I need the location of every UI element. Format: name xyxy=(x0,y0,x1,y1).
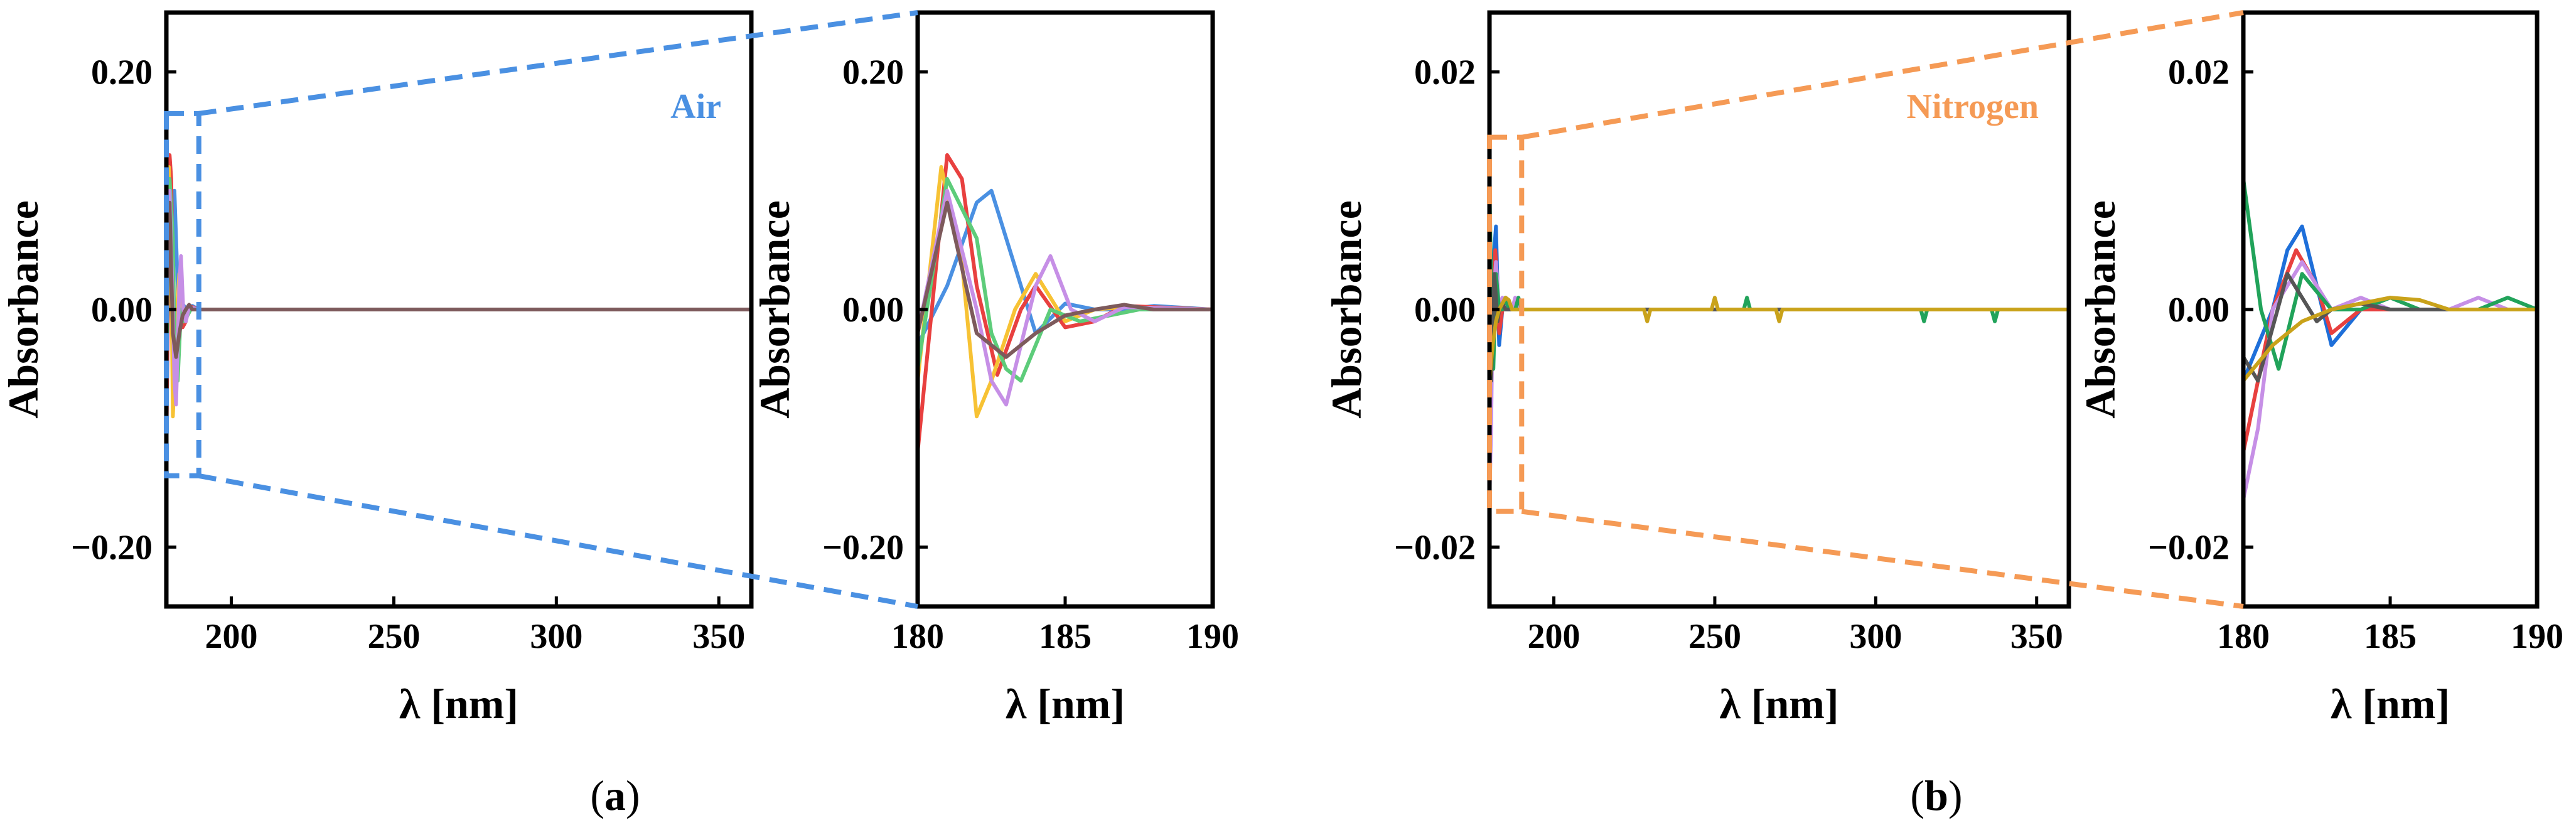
zoom-box xyxy=(1487,134,1525,514)
series-line-series-6 xyxy=(918,200,1213,359)
x-tick-label: 250 xyxy=(1688,617,1741,656)
zoom-connector-top xyxy=(1521,10,2244,140)
x-tick-label: 185 xyxy=(1039,617,1092,656)
series-line-series-2 xyxy=(1489,248,2069,454)
x-tick-label: 350 xyxy=(2010,617,2063,656)
y-tick-label: −0.20 xyxy=(822,528,904,567)
chart-annotation: Air xyxy=(670,87,721,126)
zoom-connector-bottom xyxy=(1521,509,2244,609)
series-line-series-5 xyxy=(1489,272,2069,383)
series-group-b-inset xyxy=(2243,176,2537,502)
series-line-series-6 xyxy=(1489,296,2069,383)
chart-a-main: 200 250 300 350 0.20 0.00 −0.20 λ [nm] Absorbanc… xyxy=(0,10,754,728)
x-tick-label: 190 xyxy=(1186,617,1239,656)
panels: 200 250 300 350 0.20 0.00 −0.20 λ [nm] Absorbanc… xyxy=(0,10,2563,728)
x-tick-label: 350 xyxy=(692,617,745,656)
x-axis-label: λ [nm] xyxy=(1006,680,1125,728)
y-tick-label: 0.20 xyxy=(842,53,904,92)
y-tick-label: 0.20 xyxy=(91,53,153,92)
series-line-series-3 xyxy=(166,165,751,419)
chart-b-inset: 180 185 190 0.02 0.00 −0.02 λ [nm] Absorbance xyxy=(2076,10,2563,728)
series-line-series-6 xyxy=(2243,296,2537,383)
x-tick-label: 200 xyxy=(1528,617,1580,656)
x-tick-label: 300 xyxy=(530,617,582,656)
x-tick-label: 300 xyxy=(1849,617,1902,656)
x-tick-label: 180 xyxy=(891,617,944,656)
panel-caption-b-letter: b xyxy=(1924,772,1948,819)
x-tick-label: 250 xyxy=(367,617,420,656)
x-tick-label: 185 xyxy=(2364,617,2417,656)
y-tick-label: −0.02 xyxy=(1394,528,1476,567)
zoom-indicator-a xyxy=(164,10,918,609)
zoom-indicator-b xyxy=(1487,10,2244,609)
x-axis-label: λ [nm] xyxy=(2331,680,2450,728)
zoom-connector-top xyxy=(198,10,918,116)
y-tick-label: −0.02 xyxy=(2148,528,2230,567)
x-tick-label: 190 xyxy=(2511,617,2563,656)
series-group-b-main xyxy=(1489,176,2069,502)
zoom-box xyxy=(164,110,201,478)
y-tick-label: 0.02 xyxy=(2168,53,2230,92)
y-tick-label: 0.00 xyxy=(1414,291,1476,330)
series-line-series-3 xyxy=(918,165,1213,419)
series-line-series-5 xyxy=(166,188,751,407)
series-group-a-inset xyxy=(918,153,1213,454)
x-axis-label: λ [nm] xyxy=(1719,680,1838,728)
y-axis-label: Absorbance xyxy=(751,200,798,419)
y-axis-label: Absorbance xyxy=(0,200,47,419)
y-tick-label: 0.02 xyxy=(1414,53,1476,92)
series-line-series-4 xyxy=(918,176,1213,383)
y-tick-label: 0.00 xyxy=(91,291,153,330)
y-axis-label: Absorbance xyxy=(1323,200,1370,419)
series-line-series-6 xyxy=(166,200,751,359)
series-line-series-2 xyxy=(166,153,751,454)
x-axis-label: λ [nm] xyxy=(399,680,518,728)
x-tick-label: 180 xyxy=(2217,617,2270,656)
series-line-series-4 xyxy=(1489,176,2069,371)
panel-caption-a: (a) xyxy=(590,772,640,819)
chart-a-inset: 180 185 190 0.20 0.00 −0.20 λ [nm] Absorbance xyxy=(751,10,1239,728)
series-line-series-1 xyxy=(1489,224,2069,383)
series-group-a-main xyxy=(166,153,751,454)
panel-caption-a-letter: a xyxy=(604,772,626,819)
panel-caption-b: (b) xyxy=(1910,772,1962,819)
series-line-series-1 xyxy=(166,188,751,347)
series-line-series-4 xyxy=(166,176,751,383)
zoom-connector-bottom xyxy=(198,473,918,609)
y-tick-label: 0.00 xyxy=(2168,291,2230,330)
y-tick-label: 0.00 xyxy=(842,291,904,330)
x-tick-label: 200 xyxy=(205,617,258,656)
y-axis-label: Absorbance xyxy=(2076,200,2124,419)
series-line-series-3 xyxy=(1489,260,2069,502)
y-tick-label: −0.20 xyxy=(71,528,153,567)
chart-annotation: Nitrogen xyxy=(1907,87,2039,126)
chart-b-main: 200 250 300 350 0.02 0.00 −0.02 λ [nm] Absorbanc… xyxy=(1323,10,2071,728)
